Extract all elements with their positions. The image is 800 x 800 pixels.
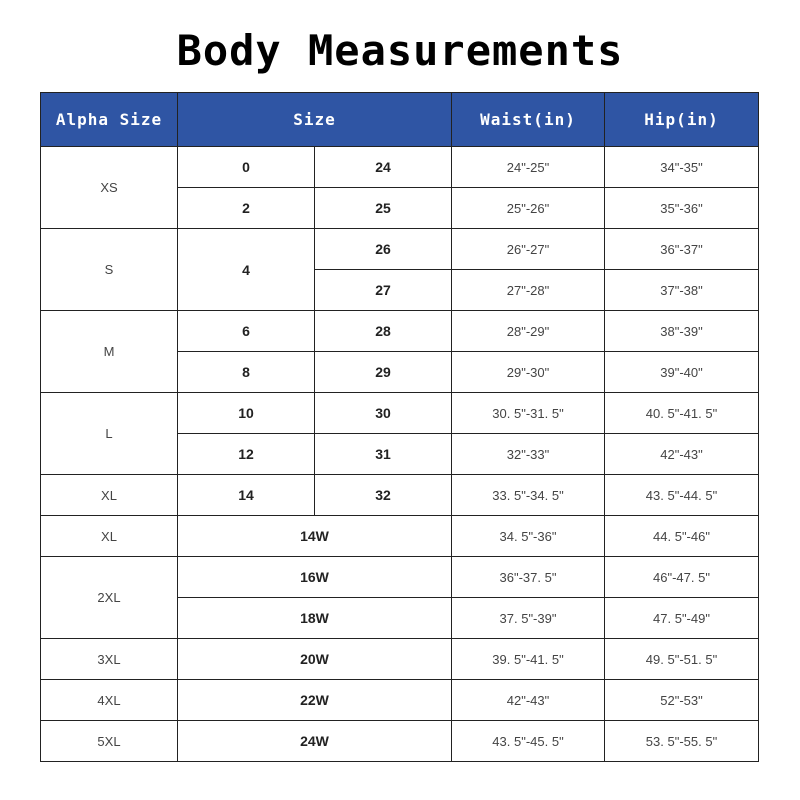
hip-cell: 52"-53"	[604, 679, 759, 721]
alpha-size-cell: XL	[40, 515, 178, 557]
alpha-size-cell: XS	[40, 146, 178, 229]
size-cell: 10	[177, 392, 315, 434]
header-row: Alpha Size Size Waist(in) Hip(in)	[40, 92, 759, 147]
size-cell: 0	[177, 146, 315, 188]
table-row: 12 31 32"-33" 42"-43"	[41, 433, 759, 475]
size-alt-cell: 30	[314, 392, 452, 434]
waist-cell: 37. 5"-39"	[451, 597, 605, 639]
table-row: 27 27"-28" 37"-38"	[41, 269, 759, 311]
size-cell: 8	[177, 351, 315, 393]
table-row: 18W 37. 5"-39" 47. 5"-49"	[41, 597, 759, 639]
hip-cell: 40. 5"-41. 5"	[604, 392, 759, 434]
hip-cell: 38"-39"	[604, 310, 759, 352]
table-row: XL 14W 34. 5"-36" 44. 5"-46"	[40, 515, 759, 557]
waist-cell: 39. 5"-41. 5"	[451, 638, 605, 680]
table-row: 2XL 16W 36"-37. 5" 46"-47. 5"	[40, 556, 759, 639]
waist-cell: 32"-33"	[451, 433, 605, 475]
hip-cell: 39"-40"	[604, 351, 759, 393]
table-row: 5XL 24W 43. 5"-45. 5" 53. 5"-55. 5"	[40, 720, 759, 762]
table-row: 4XL 22W 42"-43" 52"-53"	[40, 679, 759, 721]
waist-cell: 36"-37. 5"	[451, 556, 605, 598]
alpha-size-cell: XL	[40, 474, 178, 516]
size-alt-cell: 32	[314, 474, 452, 516]
hip-cell: 44. 5"-46"	[604, 515, 759, 557]
alpha-size-cell: M	[40, 310, 178, 393]
waist-cell: 33. 5"-34. 5"	[451, 474, 605, 516]
hip-cell: 42"-43"	[604, 433, 759, 475]
size-cell: 20W	[177, 638, 452, 680]
size-cell: 18W	[177, 597, 452, 639]
size-alt-cell: 28	[314, 310, 452, 352]
table-row: 8 29 29"-30" 39"-40"	[41, 351, 759, 393]
header-waist: Waist(in)	[451, 92, 605, 147]
alpha-size-cell: S	[40, 228, 178, 311]
header-hip: Hip(in)	[604, 92, 759, 147]
size-alt-cell: 31	[314, 433, 452, 475]
header-alpha-size: Alpha Size	[40, 92, 178, 147]
waist-cell: 30. 5"-31. 5"	[451, 392, 605, 434]
size-cell: 22W	[177, 679, 452, 721]
alpha-size-cell: 2XL	[40, 556, 178, 639]
waist-cell: 43. 5"-45. 5"	[451, 720, 605, 762]
hip-cell: 53. 5"-55. 5"	[604, 720, 759, 762]
hip-cell: 46"-47. 5"	[604, 556, 759, 598]
table-row: M 6 28 28"-29" 38"-39"	[40, 310, 759, 393]
alpha-size-cell: 3XL	[40, 638, 178, 680]
waist-cell: 25"-26"	[451, 187, 605, 229]
alpha-size-cell: 5XL	[40, 720, 178, 762]
size-alt-cell: 25	[314, 187, 452, 229]
table-row: S 4 26 26"-27" 36"-37"	[40, 228, 759, 311]
hip-cell: 36"-37"	[604, 228, 759, 270]
hip-cell: 35"-36"	[604, 187, 759, 229]
size-alt-cell: 24	[314, 146, 452, 188]
waist-cell: 26"-27"	[451, 228, 605, 270]
size-cell: 12	[177, 433, 315, 475]
waist-cell: 34. 5"-36"	[451, 515, 605, 557]
size-cell: 6	[177, 310, 315, 352]
hip-cell: 37"-38"	[604, 269, 759, 311]
measurements-table: Alpha Size Size Waist(in) Hip(in) XS 0 24 2…	[40, 92, 759, 762]
waist-cell: 24"-25"	[451, 146, 605, 188]
size-cell: 4	[177, 228, 315, 311]
size-cell: 14W	[177, 515, 452, 557]
size-alt-cell: 27	[314, 269, 452, 311]
hip-cell: 43. 5"-44. 5"	[604, 474, 759, 516]
hip-cell: 47. 5"-49"	[604, 597, 759, 639]
table-row: XL 14 32 33. 5"-34. 5" 43. 5"-44. 5"	[40, 474, 759, 516]
hip-cell: 49. 5"-51. 5"	[604, 638, 759, 680]
waist-cell: 27"-28"	[451, 269, 605, 311]
waist-cell: 42"-43"	[451, 679, 605, 721]
hip-cell: 34"-35"	[604, 146, 759, 188]
size-cell: 24W	[177, 720, 452, 762]
size-alt-cell: 29	[314, 351, 452, 393]
table-row: L 10 30 30. 5"-31. 5" 40. 5"-41. 5"	[40, 392, 759, 475]
size-alt-cell: 26	[314, 228, 452, 270]
size-cell: 14	[177, 474, 315, 516]
size-cell: 2	[177, 187, 315, 229]
header-size: Size	[177, 92, 452, 147]
alpha-size-cell: L	[40, 392, 178, 475]
page-title: Body Measurements	[176, 26, 624, 75]
size-cell: 16W	[177, 556, 452, 598]
waist-cell: 28"-29"	[451, 310, 605, 352]
alpha-size-cell: 4XL	[40, 679, 178, 721]
table-row: 3XL 20W 39. 5"-41. 5" 49. 5"-51. 5"	[40, 638, 759, 680]
table-row: XS 0 24 24"-25" 34"-35"	[40, 146, 759, 229]
waist-cell: 29"-30"	[451, 351, 605, 393]
